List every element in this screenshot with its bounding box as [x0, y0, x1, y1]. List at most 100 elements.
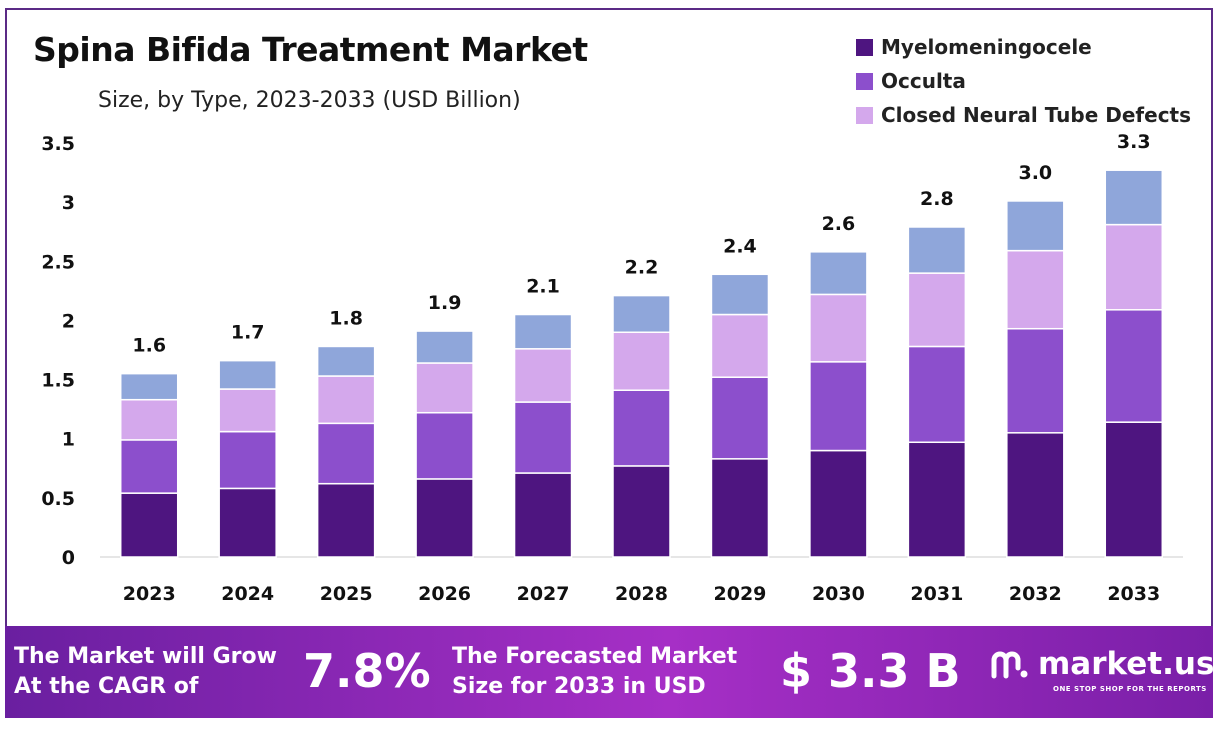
- x-tick-label-2032: 2032: [1009, 583, 1062, 605]
- y-tick-label: 3.5: [41, 133, 75, 155]
- bar-segment-2032-s3: [1006, 200, 1065, 252]
- bar-segment-2023-s0: [119, 492, 179, 558]
- chart-title: Spina Bifida Treatment Market: [33, 30, 588, 69]
- bar-segment-2033-s2: [1104, 223, 1164, 311]
- bar-segment-2025-s3: [316, 345, 376, 377]
- y-tick-label: 2: [62, 310, 75, 332]
- legend-label: Closed Neural Tube Defects: [881, 103, 1192, 127]
- bar-segment-2026-s1: [415, 411, 474, 480]
- bar-segment-2030-s3: [809, 251, 868, 296]
- bar-segment-2023-s2: [119, 398, 179, 441]
- bar-segment-2026-s0: [415, 478, 474, 558]
- total-label-2024: 1.7: [231, 322, 265, 344]
- bar-segment-2032-s1: [1006, 327, 1065, 434]
- bar-segment-2033-s3: [1104, 169, 1164, 226]
- cagr-text-line2: At the CAGR of: [14, 674, 199, 699]
- bar-segment-2029-s2: [710, 313, 770, 378]
- x-tick-label-2033: 2033: [1107, 583, 1160, 605]
- bar-segment-2023-s1: [119, 439, 179, 494]
- forecast-text: The Forecasted Market Size for 2033 in U…: [452, 642, 737, 702]
- legend-item-myelomeningocele: Myelomeningocele: [856, 30, 1191, 64]
- forecast-value: $ 3.3 B: [780, 644, 961, 698]
- x-tick-label-2027: 2027: [517, 583, 570, 605]
- bar-segment-2028-s0: [612, 465, 671, 558]
- bar-segment-2029-s1: [710, 376, 770, 460]
- total-label-2031: 2.8: [920, 188, 954, 210]
- x-tick-label-2026: 2026: [418, 583, 471, 605]
- y-tick-label: 1: [62, 429, 75, 451]
- bar-segment-2030-s2: [809, 293, 868, 363]
- y-tick-label: 0.5: [41, 488, 75, 510]
- bar-segment-2029-s0: [710, 458, 770, 558]
- bar-segment-2028-s3: [612, 294, 671, 334]
- market-us-logo-icon: [991, 651, 1028, 679]
- bar-segment-2027-s0: [513, 472, 573, 558]
- bar-segment-2025-s1: [316, 422, 376, 485]
- y-tick-label: 3: [62, 192, 75, 214]
- legend-label: Myelomeningocele: [881, 35, 1092, 59]
- total-label-2029: 2.4: [723, 235, 757, 257]
- bar-segment-2033-s1: [1104, 309, 1164, 423]
- total-label-2026: 1.9: [428, 292, 462, 314]
- bar-segment-2025-s2: [316, 375, 376, 425]
- bar-segment-2027-s1: [513, 401, 573, 474]
- bar-segment-2026-s3: [415, 330, 474, 364]
- y-tick-label: 1.5: [41, 370, 75, 392]
- bar-segment-2030-s0: [809, 449, 868, 558]
- total-label-2030: 2.6: [822, 213, 856, 235]
- legend-swatch: [856, 106, 873, 124]
- cagr-value: 7.8%: [303, 644, 431, 698]
- bar-segment-2024-s3: [218, 359, 277, 390]
- bar-segment-2030-s1: [809, 361, 868, 452]
- bar-segment-2032-s0: [1006, 432, 1065, 558]
- legend-label: Occulta: [881, 69, 966, 93]
- x-tick-label-2024: 2024: [221, 583, 274, 605]
- forecast-text-line2: Size for 2033 in USD: [452, 674, 706, 699]
- x-tick-label-2030: 2030: [812, 583, 865, 605]
- summary-banner: The Market will Grow At the CAGR of 7.8%…: [5, 626, 1214, 718]
- bar-segment-2031-s1: [907, 345, 967, 444]
- bar-segment-2027-s2: [513, 348, 573, 403]
- bar-segment-2031-s3: [907, 226, 967, 274]
- total-label-2027: 2.1: [526, 276, 560, 298]
- total-label-2032: 3.0: [1018, 162, 1052, 184]
- bar-segment-2031-s0: [907, 441, 967, 558]
- bar-segment-2024-s1: [218, 430, 277, 490]
- brand-tagline: ONE STOP SHOP FOR THE REPORTS: [1053, 685, 1207, 693]
- y-tick-label: 0: [62, 547, 75, 569]
- brand-name: market.us: [1038, 646, 1215, 682]
- bar-segment-2024-s2: [218, 388, 277, 433]
- chart-legend: Myelomeningocele Occulta Closed Neural T…: [856, 30, 1191, 132]
- brand-logo: market.us: [990, 646, 1214, 682]
- bar-segment-2029-s3: [710, 273, 770, 316]
- bar-segment-2032-s2: [1006, 249, 1065, 330]
- chart-subtitle: Size, by Type, 2023-2033 (USD Billion): [98, 88, 521, 113]
- bar-segment-2027-s3: [513, 313, 573, 350]
- x-tick-label-2029: 2029: [714, 583, 767, 605]
- forecast-text-line1: The Forecasted Market: [452, 644, 738, 669]
- bar-segment-2033-s0: [1104, 421, 1164, 558]
- legend-item-closed-neural-tube-defects: Closed Neural Tube Defects: [856, 98, 1191, 132]
- total-label-2033: 3.3: [1117, 131, 1151, 153]
- bar-segment-2028-s2: [612, 331, 671, 391]
- total-label-2025: 1.8: [329, 307, 363, 329]
- bar-segment-2025-s0: [316, 482, 376, 558]
- stacked-bar-chart: 0 0.5 1 1.5 2 2.5 3 3.5 1.6 2023 1.7 2024 1.8 2025 1.9…: [41, 131, 1183, 605]
- bar-segment-2031-s2: [907, 272, 967, 348]
- total-label-2023: 1.6: [132, 335, 166, 357]
- bar-segment-2026-s2: [415, 362, 474, 414]
- y-tick-label: 2.5: [41, 251, 75, 273]
- x-tick-label-2023: 2023: [123, 583, 176, 605]
- x-tick-label-2028: 2028: [615, 583, 668, 605]
- total-label-2028: 2.2: [625, 257, 659, 279]
- legend-swatch: [856, 72, 873, 90]
- cagr-text-line1: The Market will Grow: [14, 644, 277, 669]
- bar-segment-2023-s3: [119, 372, 179, 401]
- cagr-text: The Market will Grow At the CAGR of: [14, 642, 277, 702]
- x-tick-label-2031: 2031: [910, 583, 963, 605]
- bar-segment-2028-s1: [612, 389, 671, 467]
- x-tick-label-2025: 2025: [320, 583, 373, 605]
- legend-swatch: [856, 38, 873, 56]
- legend-item-occulta: Occulta: [856, 64, 1191, 98]
- bar-segment-2024-s0: [218, 487, 277, 558]
